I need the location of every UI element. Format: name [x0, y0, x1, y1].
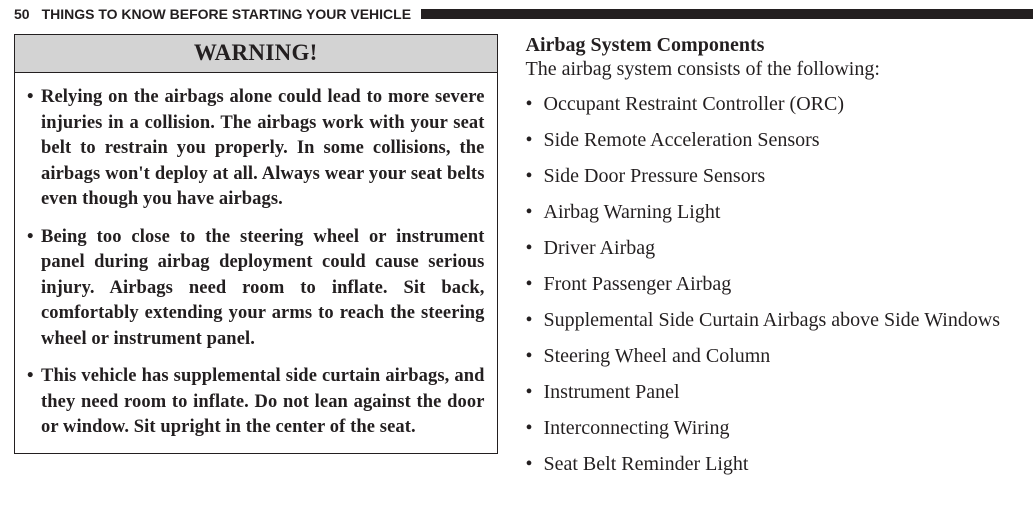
list-item-text: Side Door Pressure Sensors	[544, 163, 1010, 190]
list-item: • Airbag Warning Light	[526, 199, 1010, 226]
bullet-icon: •	[526, 343, 544, 370]
right-column: Airbag System Components The airbag syst…	[526, 34, 1010, 487]
warning-item: • Being too close to the steering wheel …	[27, 225, 485, 353]
bullet-icon: •	[526, 199, 544, 226]
bullet-icon: •	[526, 451, 544, 478]
page-header: 50 THINGS TO KNOW BEFORE STARTING YOUR V…	[0, 0, 1033, 26]
warning-title: WARNING!	[15, 35, 497, 73]
list-item: • Front Passenger Airbag	[526, 271, 1010, 298]
list-item: • Driver Airbag	[526, 235, 1010, 262]
bullet-icon: •	[27, 364, 41, 441]
left-column: WARNING! • Relying on the airbags alone …	[14, 34, 498, 487]
section-title: THINGS TO KNOW BEFORE STARTING YOUR VEHI…	[42, 6, 411, 22]
bullet-icon: •	[526, 415, 544, 442]
bullet-icon: •	[526, 379, 544, 406]
bullet-icon: •	[526, 271, 544, 298]
list-item-text: Occupant Restraint Controller (ORC)	[544, 91, 1010, 118]
warning-text: This vehicle has supplemental side curta…	[41, 364, 485, 441]
list-item-text: Driver Airbag	[544, 235, 1010, 262]
list-item: • Occupant Restraint Controller (ORC)	[526, 91, 1010, 118]
warning-item: • This vehicle has supplemental side cur…	[27, 364, 485, 441]
warning-body: • Relying on the airbags alone could lea…	[15, 73, 497, 453]
list-item: • Interconnecting Wiring	[526, 415, 1010, 442]
warning-text: Being too close to the steering wheel or…	[41, 225, 485, 353]
warning-text: Relying on the airbags alone could lead …	[41, 85, 485, 213]
bullet-icon: •	[27, 85, 41, 213]
list-item: • Instrument Panel	[526, 379, 1010, 406]
bullet-icon: •	[526, 127, 544, 154]
list-item: • Seat Belt Reminder Light	[526, 451, 1010, 478]
list-item: • Side Door Pressure Sensors	[526, 163, 1010, 190]
list-item-text: Front Passenger Airbag	[544, 271, 1010, 298]
content-columns: WARNING! • Relying on the airbags alone …	[0, 26, 1033, 487]
list-item: • Supplemental Side Curtain Airbags abov…	[526, 307, 1010, 334]
warning-item: • Relying on the airbags alone could lea…	[27, 85, 485, 213]
list-item-text: Side Remote Acceleration Sensors	[544, 127, 1010, 154]
list-item-text: Instrument Panel	[544, 379, 1010, 406]
lead-text: The airbag system consists of the follow…	[526, 58, 1010, 81]
list-item-text: Steering Wheel and Column	[544, 343, 1010, 370]
list-item-text: Airbag Warning Light	[544, 199, 1010, 226]
bullet-icon: •	[526, 91, 544, 118]
bullet-icon: •	[526, 307, 544, 334]
list-item: • Side Remote Acceleration Sensors	[526, 127, 1010, 154]
bullet-icon: •	[27, 225, 41, 353]
list-item-text: Seat Belt Reminder Light	[544, 451, 1010, 478]
list-item-text: Supplemental Side Curtain Airbags above …	[544, 307, 1010, 334]
list-item: • Steering Wheel and Column	[526, 343, 1010, 370]
warning-box: WARNING! • Relying on the airbags alone …	[14, 34, 498, 454]
bullet-icon: •	[526, 163, 544, 190]
page-number: 50	[14, 6, 30, 22]
bullet-icon: •	[526, 235, 544, 262]
header-bar	[421, 9, 1033, 19]
subsection-heading: Airbag System Components	[526, 34, 1010, 57]
list-item-text: Interconnecting Wiring	[544, 415, 1010, 442]
component-list: • Occupant Restraint Controller (ORC) • …	[526, 91, 1010, 478]
